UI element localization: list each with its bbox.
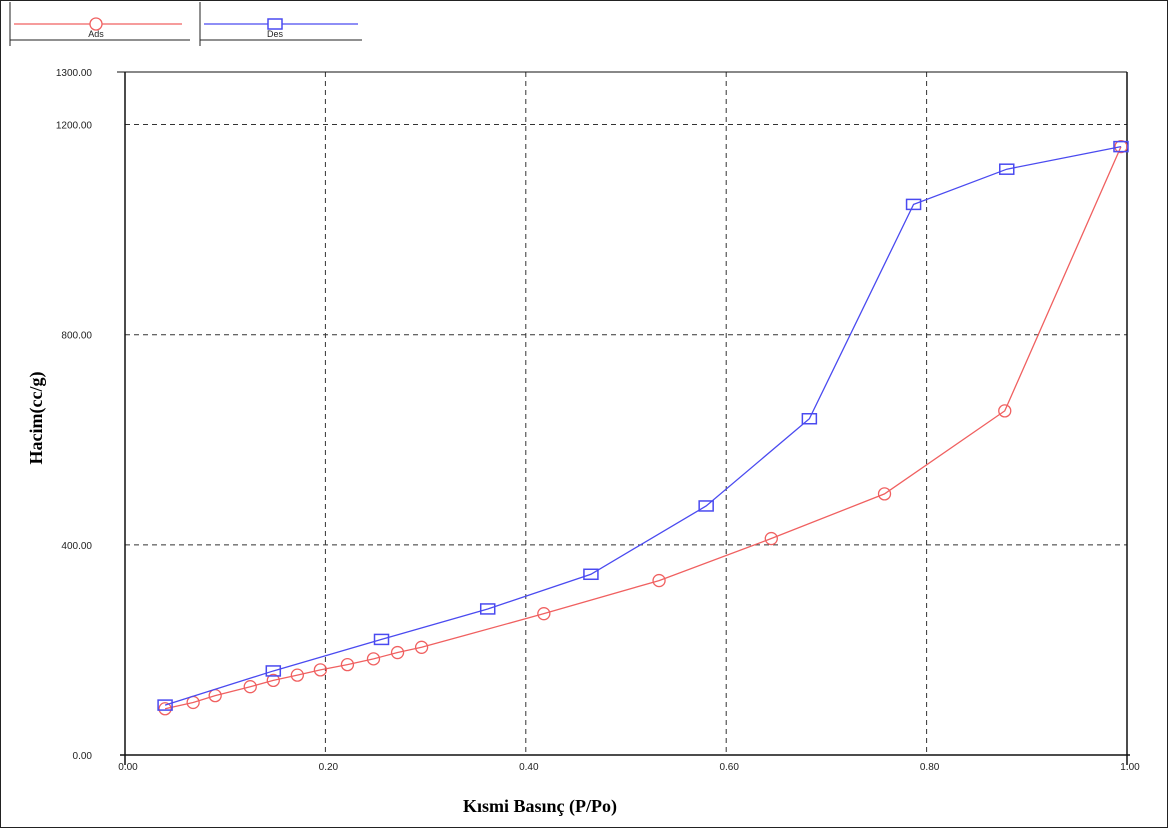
data-point-ads	[290, 668, 304, 682]
y-tick-label: 1300.00	[56, 68, 93, 79]
tick-labels: 0.00 0.20 0.40 0.60 0.80 1.00 0.00 400.00 800.00…	[56, 68, 1140, 773]
legend-entry-des: Des	[204, 18, 358, 39]
data-point-des	[373, 633, 390, 646]
x-tick-label: 0.00	[118, 762, 138, 773]
data-point-ads	[414, 640, 429, 654]
y-axis-title: Hacim(cc/g)	[26, 372, 47, 465]
x-tick-label: 1.00	[1120, 762, 1140, 773]
data-point-des	[1113, 140, 1129, 153]
data-point-ads	[313, 663, 328, 677]
data-point-ads	[158, 702, 172, 716]
data-point-des	[265, 665, 282, 677]
legend: Ads Des	[9, 2, 362, 46]
data-point-ads	[243, 680, 257, 694]
legend-label-des: Des	[267, 29, 284, 39]
data-point-ads	[998, 404, 1012, 418]
data-point-des	[698, 500, 714, 512]
data-point-ads	[366, 652, 381, 666]
x-tick-label: 0.40	[519, 762, 539, 773]
data-point-des	[479, 603, 496, 615]
data-point-des	[583, 568, 599, 581]
data-point-des	[801, 413, 818, 425]
data-point-ads	[340, 657, 355, 672]
legend-entry-ads: Ads	[14, 17, 182, 39]
data-point-ads	[390, 645, 405, 660]
data-point-des	[905, 198, 922, 211]
x-axis-title: Kısmi Basınç (P/Po)	[463, 796, 617, 817]
series-line-ads	[164, 146, 1122, 710]
x-tick-label: 0.80	[920, 762, 940, 773]
y-tick-label: 800.00	[61, 331, 92, 342]
legend-label-ads: Ads	[88, 29, 104, 39]
y-tick-label: 0.00	[73, 751, 93, 762]
legend-marker-ads	[89, 17, 103, 31]
data-point-ads	[1114, 139, 1128, 154]
series-ads	[158, 139, 1128, 716]
series-des	[157, 140, 1129, 711]
data-point-ads	[266, 673, 280, 688]
data-point-ads	[877, 487, 892, 501]
series-layer	[157, 139, 1129, 716]
legend-marker-des	[267, 18, 283, 30]
data-point-ads	[764, 531, 778, 546]
data-point-ads	[537, 607, 551, 621]
data-point-des	[157, 699, 173, 711]
grid	[125, 72, 1127, 755]
data-point-des	[999, 163, 1015, 175]
x-tick-label: 0.20	[319, 762, 339, 773]
axes	[117, 71, 1130, 765]
y-tick-label: 1200.00	[56, 121, 93, 132]
y-tick-label: 400.00	[61, 541, 92, 552]
data-point-ads	[652, 573, 666, 588]
x-tick-label: 0.60	[719, 762, 739, 773]
series-line-des	[164, 145, 1122, 706]
